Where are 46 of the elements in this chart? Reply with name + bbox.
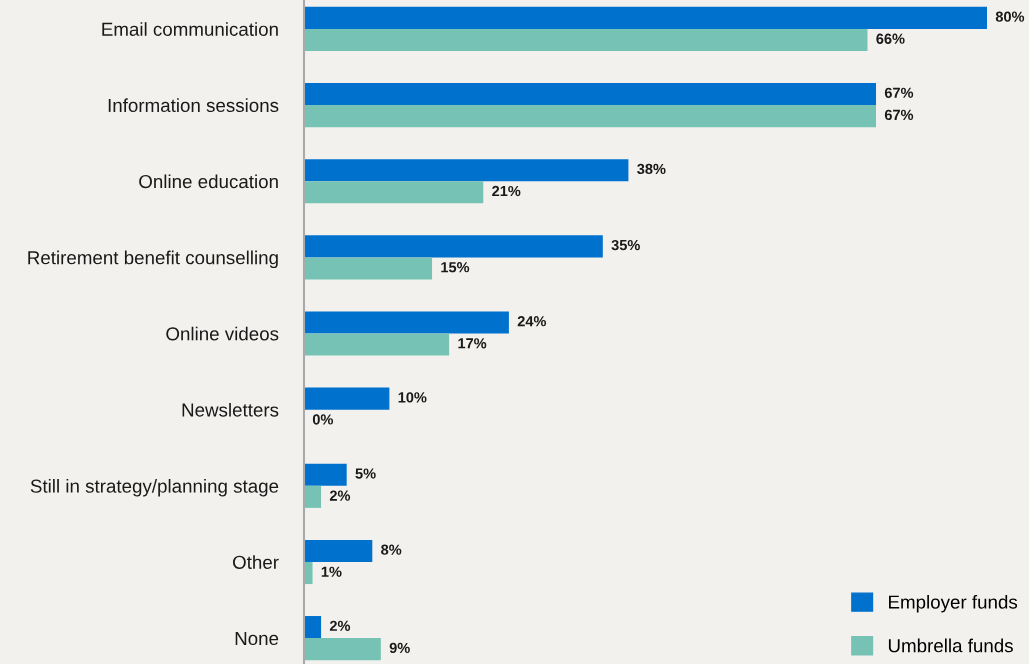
bar — [304, 539, 373, 562]
bar — [304, 463, 347, 486]
bar — [304, 257, 433, 280]
data-label: 67% — [884, 109, 914, 121]
y-tick-label: Still in strategy/planning stage — [30, 479, 279, 497]
legend-label: Employer funds — [889, 594, 1018, 613]
bar — [304, 311, 509, 334]
data-label: 8% — [381, 544, 402, 555]
data-label: 2% — [329, 490, 351, 501]
data-label: 9% — [389, 642, 410, 654]
data-label: 10% — [398, 392, 427, 403]
bar — [304, 6, 987, 29]
bar — [304, 83, 877, 106]
y-tick-label: Information sessions — [108, 98, 279, 113]
bar — [304, 387, 390, 410]
bar — [304, 105, 877, 128]
data-label: 35% — [611, 239, 640, 251]
y-tick-label: Retirement benefit counselling — [28, 250, 278, 269]
bar — [304, 333, 450, 356]
bar — [304, 235, 603, 258]
y-tick-label: Online videos — [166, 326, 279, 341]
data-label: 80% — [995, 11, 1025, 22]
data-label: 17% — [458, 338, 487, 349]
data-label: 15% — [441, 262, 470, 273]
legend-label: Umbrella funds — [888, 638, 1013, 653]
data-label: 38% — [637, 163, 666, 175]
bar — [304, 159, 629, 182]
bar — [304, 638, 381, 661]
y-tick-label: Email communication — [102, 22, 278, 36]
data-label: 24% — [517, 316, 547, 327]
data-label: 2% — [329, 620, 351, 631]
data-label: 5% — [355, 468, 376, 479]
data-label: 1% — [321, 566, 342, 577]
y-tick-label: Newsletters — [182, 402, 279, 417]
data-label: 21% — [492, 185, 521, 197]
data-label: 66% — [876, 33, 905, 44]
bar — [304, 561, 313, 585]
y-tick-label: Other — [233, 555, 279, 569]
bar — [304, 28, 868, 52]
bar — [304, 616, 322, 639]
data-label: 0% — [312, 414, 334, 425]
data-label: 67% — [884, 87, 914, 98]
y-tick-label: None — [235, 632, 279, 646]
y-tick-label: Online education — [139, 174, 278, 189]
bar — [304, 485, 322, 508]
bar — [304, 181, 484, 204]
